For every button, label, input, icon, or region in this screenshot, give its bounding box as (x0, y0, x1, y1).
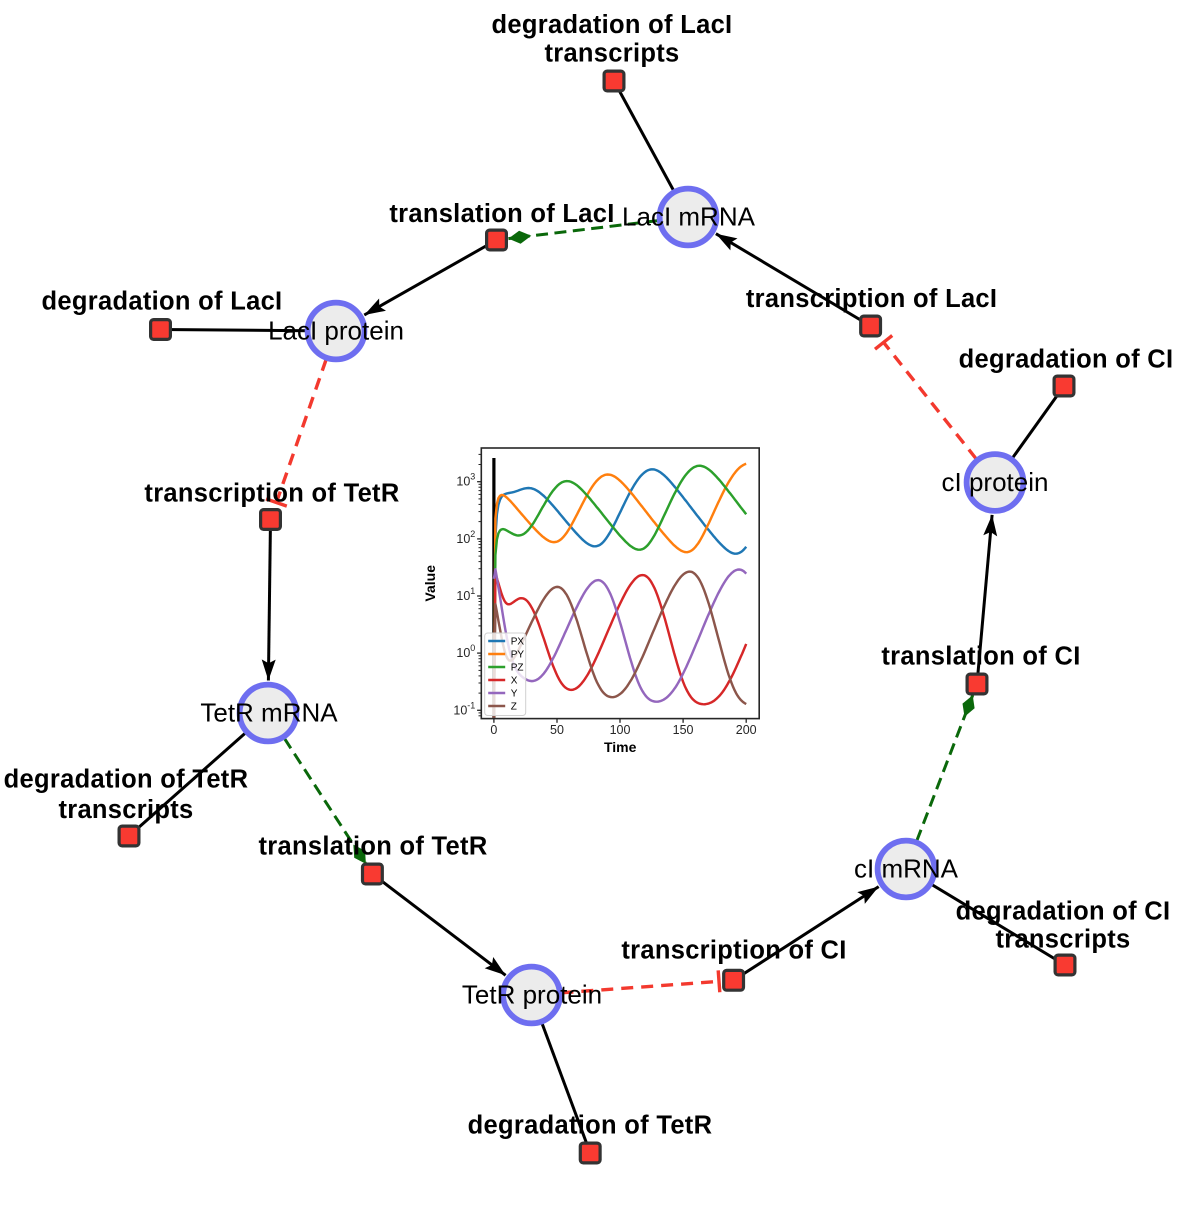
svg-text:PZ: PZ (511, 663, 524, 674)
svg-text:translation of TetR: translation of TetR (258, 833, 487, 861)
svg-text:150: 150 (673, 723, 694, 737)
svg-text:Z: Z (511, 702, 517, 713)
svg-text:degradation of TetR: degradation of TetR (468, 1112, 713, 1140)
svg-text:LacI mRNA: LacI mRNA (622, 202, 756, 232)
svg-text:0: 0 (490, 723, 497, 737)
svg-text:50: 50 (550, 723, 564, 737)
svg-text:100: 100 (610, 723, 631, 737)
svg-text:transcription of CI: transcription of CI (621, 937, 846, 965)
svg-text:200: 200 (736, 723, 757, 737)
svg-text:Time: Time (604, 739, 637, 755)
svg-text:degradation of CI: degradation of CI (959, 346, 1174, 374)
svg-text:Value: Value (422, 565, 438, 602)
svg-text:degradation of CI: degradation of CI (956, 898, 1171, 926)
svg-text:degradation of TetR: degradation of TetR (4, 766, 249, 794)
svg-text:LacI protein: LacI protein (268, 316, 404, 346)
svg-text:TetR mRNA: TetR mRNA (200, 698, 338, 728)
svg-text:TetR protein: TetR protein (462, 980, 602, 1010)
svg-text:cI protein: cI protein (942, 467, 1049, 497)
svg-text:PX: PX (511, 637, 525, 648)
svg-text:PY: PY (511, 650, 525, 661)
svg-text:cI mRNA: cI mRNA (854, 854, 959, 884)
svg-text:transcripts: transcripts (544, 40, 679, 68)
svg-text:transcripts: transcripts (58, 796, 193, 824)
svg-text:Y: Y (511, 689, 518, 700)
svg-text:translation of LacI: translation of LacI (389, 200, 614, 228)
svg-text:transcription of TetR: transcription of TetR (144, 480, 399, 508)
svg-text:translation of CI: translation of CI (881, 643, 1080, 671)
svg-text:transcription of LacI: transcription of LacI (746, 285, 997, 313)
svg-text:degradation of LacI: degradation of LacI (492, 11, 733, 39)
svg-text:degradation of LacI: degradation of LacI (42, 288, 283, 316)
svg-text:X: X (511, 676, 518, 687)
svg-text:transcripts: transcripts (995, 926, 1130, 954)
